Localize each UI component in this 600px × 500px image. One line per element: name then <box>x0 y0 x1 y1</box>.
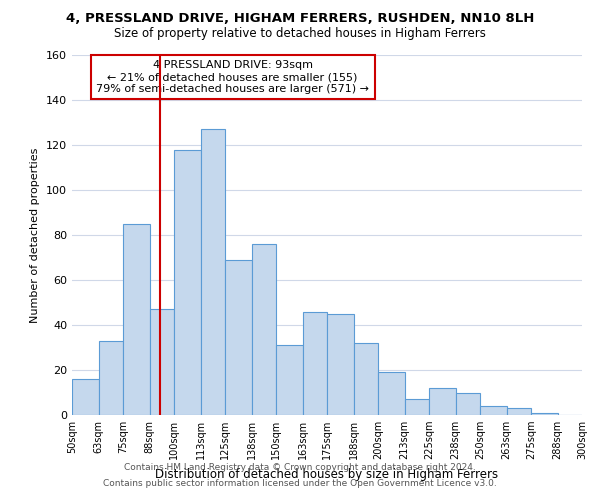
Bar <box>200 129 225 415</box>
Text: Contains public sector information licensed under the Open Government Licence v3: Contains public sector information licen… <box>103 478 497 488</box>
Bar <box>123 224 149 415</box>
Bar <box>98 341 123 415</box>
Bar <box>276 345 302 415</box>
Bar <box>455 392 480 415</box>
Bar <box>429 388 455 415</box>
Y-axis label: Number of detached properties: Number of detached properties <box>31 148 40 322</box>
Bar <box>302 312 327 415</box>
Bar <box>225 260 251 415</box>
Bar <box>506 408 531 415</box>
Bar <box>251 244 276 415</box>
Text: 4, PRESSLAND DRIVE, HIGHAM FERRERS, RUSHDEN, NN10 8LH: 4, PRESSLAND DRIVE, HIGHAM FERRERS, RUSH… <box>66 12 534 26</box>
Bar <box>149 309 174 415</box>
Bar <box>480 406 506 415</box>
Bar <box>378 372 404 415</box>
Text: Size of property relative to detached houses in Higham Ferrers: Size of property relative to detached ho… <box>114 28 486 40</box>
Bar <box>72 379 98 415</box>
Bar <box>404 399 429 415</box>
Bar <box>174 150 200 415</box>
Bar <box>353 343 378 415</box>
X-axis label: Distribution of detached houses by size in Higham Ferrers: Distribution of detached houses by size … <box>155 468 499 480</box>
Text: 4 PRESSLAND DRIVE: 93sqm
← 21% of detached houses are smaller (155)
79% of semi-: 4 PRESSLAND DRIVE: 93sqm ← 21% of detach… <box>96 60 369 94</box>
Bar <box>531 413 557 415</box>
Text: Contains HM Land Registry data © Crown copyright and database right 2024.: Contains HM Land Registry data © Crown c… <box>124 464 476 472</box>
Bar <box>327 314 353 415</box>
